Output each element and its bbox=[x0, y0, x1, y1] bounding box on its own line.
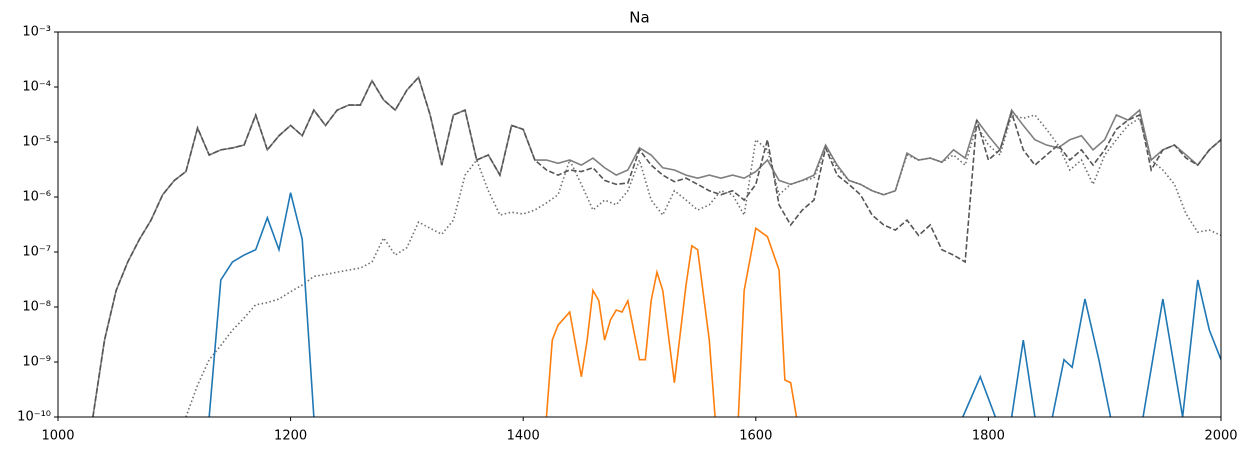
y-tick-label: 10⁻¹⁰ bbox=[17, 410, 51, 425]
series-line bbox=[545, 226, 798, 417]
x-tick-label: 1200 bbox=[274, 429, 307, 444]
plot-area bbox=[92, 75, 1221, 417]
series-line bbox=[92, 75, 1221, 417]
series-line bbox=[208, 192, 1221, 417]
plot-frame bbox=[57, 31, 1222, 418]
y-tick-label: 10⁻⁵ bbox=[22, 135, 51, 150]
y-tick-label: 10⁻⁷ bbox=[22, 245, 51, 260]
y-tick-label: 10⁻⁴ bbox=[22, 80, 51, 95]
series-line bbox=[185, 113, 1221, 417]
x-tick-label: 1000 bbox=[41, 429, 74, 444]
y-tick-label: 10⁻³ bbox=[22, 25, 51, 40]
series-line bbox=[92, 75, 1221, 417]
x-tick-label: 1600 bbox=[739, 429, 772, 444]
x-tick-label: 2000 bbox=[1204, 429, 1237, 444]
y-tick-label: 10⁻⁸ bbox=[22, 300, 51, 315]
x-tick-label: 1400 bbox=[507, 429, 540, 444]
chart-title: Na bbox=[629, 9, 649, 27]
y-tick-label: 10⁻⁹ bbox=[22, 355, 51, 370]
x-tick-label: 1800 bbox=[972, 429, 1005, 444]
y-tick-label: 10⁻⁶ bbox=[22, 190, 51, 205]
